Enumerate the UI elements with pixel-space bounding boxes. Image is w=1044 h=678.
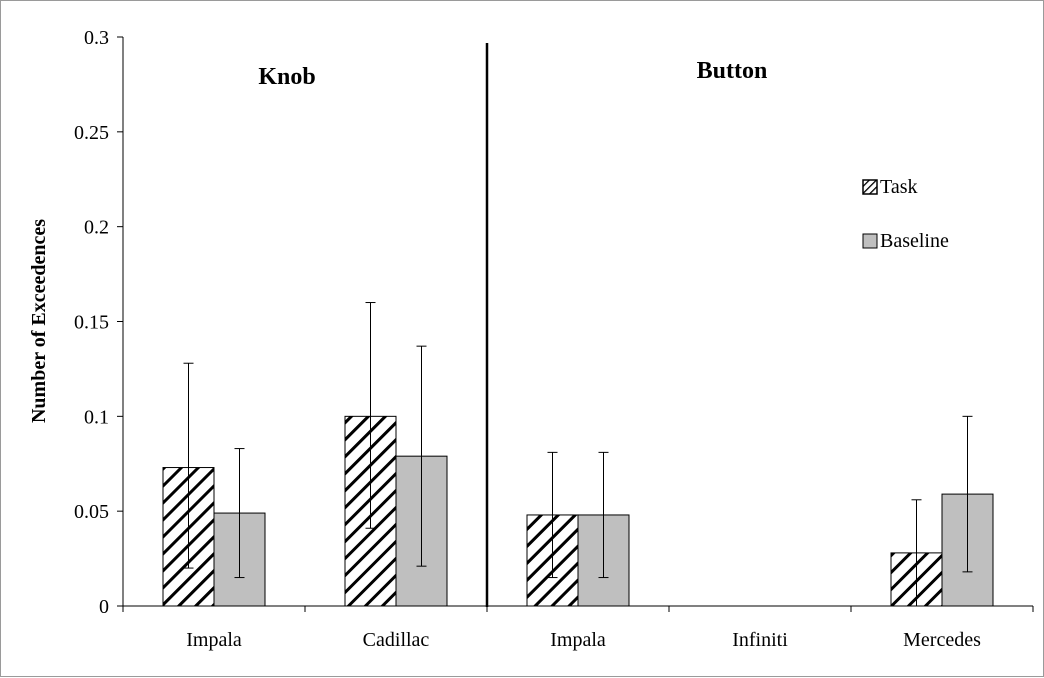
y-axis-label: Number of Exceedences <box>28 219 50 423</box>
x-tick-label: Infiniti <box>732 629 788 651</box>
x-axis: Impala Cadillac Impala Infiniti Mercedes <box>122 605 1034 651</box>
group-title-knob: Knob <box>258 64 315 90</box>
x-tick-label: Impala <box>186 629 242 651</box>
legend-swatch-baseline <box>862 233 878 249</box>
y-axis: 0 0.05 0.1 0.15 0.2 0.25 0.3 <box>74 27 124 618</box>
x-tick-label: Impala <box>550 629 606 651</box>
legend: Task Baseline <box>862 176 949 252</box>
legend-label-task: Task <box>880 176 917 198</box>
bars-layer <box>162 415 994 607</box>
x-tick-label: Mercedes <box>903 629 981 651</box>
y-tick-label: 0.3 <box>84 27 109 49</box>
x-tick-label: Cadillac <box>363 629 430 651</box>
legend-label-baseline: Baseline <box>880 230 949 252</box>
y-tick-label: 0.25 <box>74 122 109 144</box>
group-title-button: Button <box>697 58 768 84</box>
y-tick-label: 0.15 <box>74 312 109 334</box>
y-tick-label: 0.2 <box>84 217 109 239</box>
error-bars-layer <box>183 302 973 607</box>
legend-swatch-task <box>862 179 878 195</box>
y-tick-label: 0.1 <box>84 406 109 428</box>
y-tick-label: 0 <box>99 596 109 618</box>
y-tick-label: 0.05 <box>74 501 109 523</box>
